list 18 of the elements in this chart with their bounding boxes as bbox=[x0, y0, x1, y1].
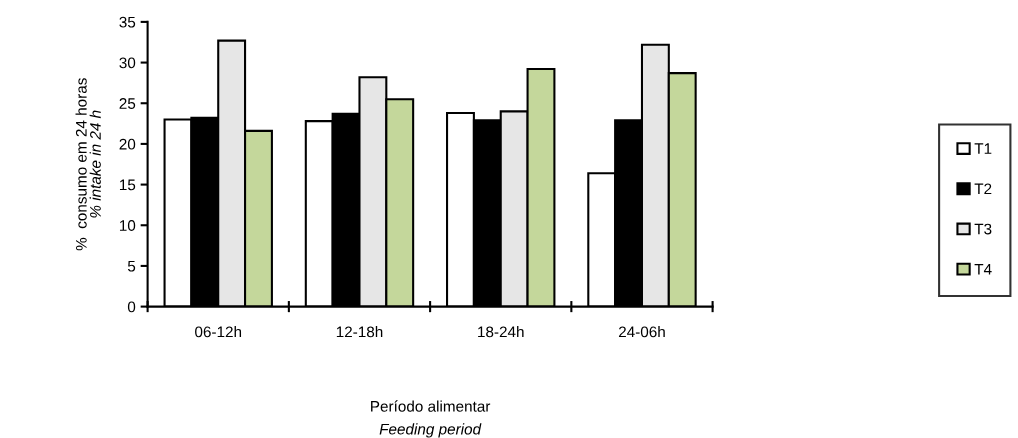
legend-label: T3 bbox=[974, 223, 992, 235]
legend-label: T1 bbox=[974, 143, 992, 154]
y-tick-label: 25 bbox=[119, 98, 136, 109]
y-tick-label: 5 bbox=[127, 260, 136, 272]
y-tick-label: 30 bbox=[119, 57, 136, 69]
y-tick-label: 20 bbox=[119, 138, 136, 150]
y-tick-label: 35 bbox=[119, 16, 136, 28]
x-tick-label: 18-24h bbox=[478, 326, 524, 338]
y-tick-label: 15 bbox=[119, 179, 136, 191]
legend-label: T4 bbox=[974, 264, 992, 275]
x-tick-label: 12-18h bbox=[336, 326, 383, 338]
x-tick-label: 06-12h bbox=[195, 326, 242, 338]
y-tick-label: 10 bbox=[119, 220, 136, 231]
y-axis-title: % consumo em 24 horas % intake in 24 h bbox=[75, 78, 101, 251]
legend-label: T2 bbox=[974, 183, 992, 195]
x-axis-title: Período alimentar Feeding period bbox=[371, 400, 491, 438]
y-tick-label: 0 bbox=[127, 301, 136, 313]
x-tick-label: 24-06h bbox=[618, 326, 665, 338]
